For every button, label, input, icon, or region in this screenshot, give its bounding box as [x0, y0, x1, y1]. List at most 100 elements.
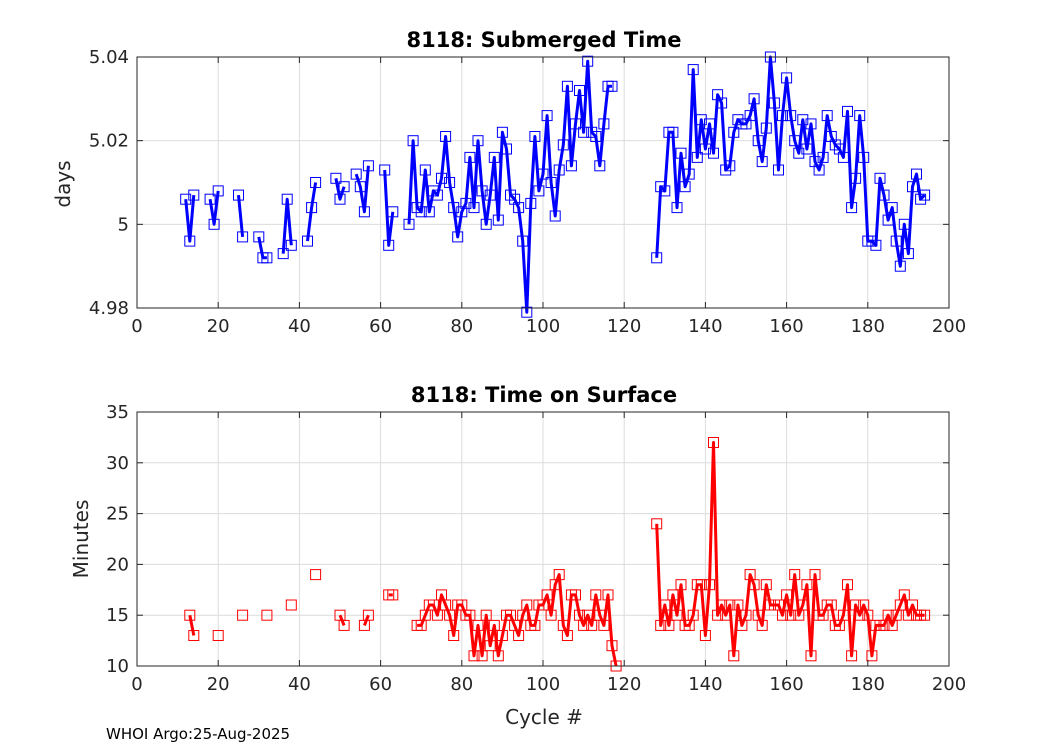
data-point	[513, 630, 525, 641]
data-point	[777, 110, 788, 122]
data-point	[310, 569, 322, 581]
data-point	[740, 609, 752, 621]
data-point	[598, 118, 610, 130]
data-point	[687, 64, 699, 76]
data-point	[561, 630, 573, 641]
submerged-time-ylabel: days	[51, 160, 75, 207]
data-point	[724, 599, 736, 611]
data-point	[817, 151, 829, 163]
data-point	[699, 143, 711, 155]
data-point	[496, 126, 508, 138]
data-point	[785, 110, 797, 122]
x-tick-label: 120	[607, 316, 641, 337]
data-point	[886, 202, 898, 214]
data-point	[188, 189, 200, 201]
x-tick-label: 20	[207, 674, 230, 695]
data-point	[768, 97, 780, 109]
data-point	[911, 168, 922, 180]
data-point	[468, 650, 480, 662]
data-point	[338, 181, 350, 193]
data-point	[708, 147, 719, 159]
data-point	[659, 599, 671, 611]
data-point	[728, 126, 740, 138]
x-tick-label: 160	[769, 316, 803, 337]
data-point	[590, 589, 602, 601]
data-point	[667, 589, 679, 601]
data-point	[545, 177, 557, 188]
data-point	[354, 181, 366, 193]
data-point	[833, 143, 845, 155]
data-point	[651, 252, 663, 264]
data-point	[237, 609, 249, 621]
data-point	[253, 231, 265, 243]
data-point	[464, 151, 476, 163]
x-tick-label: 100	[526, 316, 560, 337]
data-point	[427, 185, 439, 197]
series-line	[188, 614, 196, 636]
data-point	[805, 650, 817, 662]
data-point	[837, 151, 849, 163]
surface-time-title: 8118: Time on Surface	[411, 383, 677, 407]
x-tick-label: 180	[851, 316, 885, 337]
data-point	[338, 619, 350, 631]
data-point	[334, 193, 346, 205]
data-point	[529, 619, 541, 631]
data-point	[496, 630, 508, 641]
data-point	[204, 193, 216, 205]
x-tick-label: 140	[688, 316, 722, 337]
data-point	[724, 160, 736, 172]
data-point	[679, 181, 691, 193]
data-point	[850, 172, 862, 184]
series-line	[281, 197, 293, 254]
data-point	[675, 147, 687, 159]
data-point	[387, 589, 399, 601]
series-line	[237, 194, 245, 238]
series-line	[407, 59, 612, 314]
series-line	[184, 194, 196, 243]
data-point	[541, 110, 553, 122]
data-point	[212, 185, 224, 197]
data-point	[513, 202, 525, 214]
data-point	[671, 202, 683, 214]
data-point	[509, 193, 521, 205]
data-point	[574, 85, 585, 96]
y-tick-label: 10	[106, 656, 129, 677]
data-point	[773, 164, 784, 176]
data-point	[383, 239, 395, 251]
data-point	[699, 630, 711, 641]
data-point	[866, 235, 878, 247]
data-point	[716, 97, 728, 109]
data-point	[777, 609, 788, 621]
data-point	[606, 640, 618, 652]
data-point	[261, 609, 273, 621]
data-point	[659, 185, 671, 197]
data-point	[797, 599, 809, 611]
series-line	[354, 165, 370, 214]
series-line	[334, 178, 346, 201]
data-point	[854, 110, 866, 122]
data-point	[505, 189, 516, 201]
data-point	[419, 164, 431, 176]
x-tick-label: 0	[131, 674, 142, 695]
series-line	[383, 169, 395, 247]
data-point	[521, 599, 533, 611]
data-point	[492, 650, 504, 662]
y-tick-label: 5.02	[89, 131, 129, 152]
data-point	[488, 619, 500, 631]
data-point	[460, 197, 472, 209]
data-point	[821, 110, 833, 122]
data-point	[180, 193, 192, 205]
data-point	[586, 126, 598, 138]
data-point	[695, 114, 707, 126]
x-tick-label: 160	[769, 674, 803, 695]
data-point	[590, 131, 602, 142]
data-point	[651, 518, 663, 530]
y-tick-label: 30	[106, 453, 129, 474]
data-point	[444, 177, 456, 188]
data-point	[553, 569, 565, 581]
data-point	[695, 579, 707, 591]
data-point	[407, 135, 419, 147]
x-tick-label: 80	[450, 674, 473, 695]
data-point	[233, 189, 244, 201]
x-tick-label: 0	[131, 316, 142, 337]
